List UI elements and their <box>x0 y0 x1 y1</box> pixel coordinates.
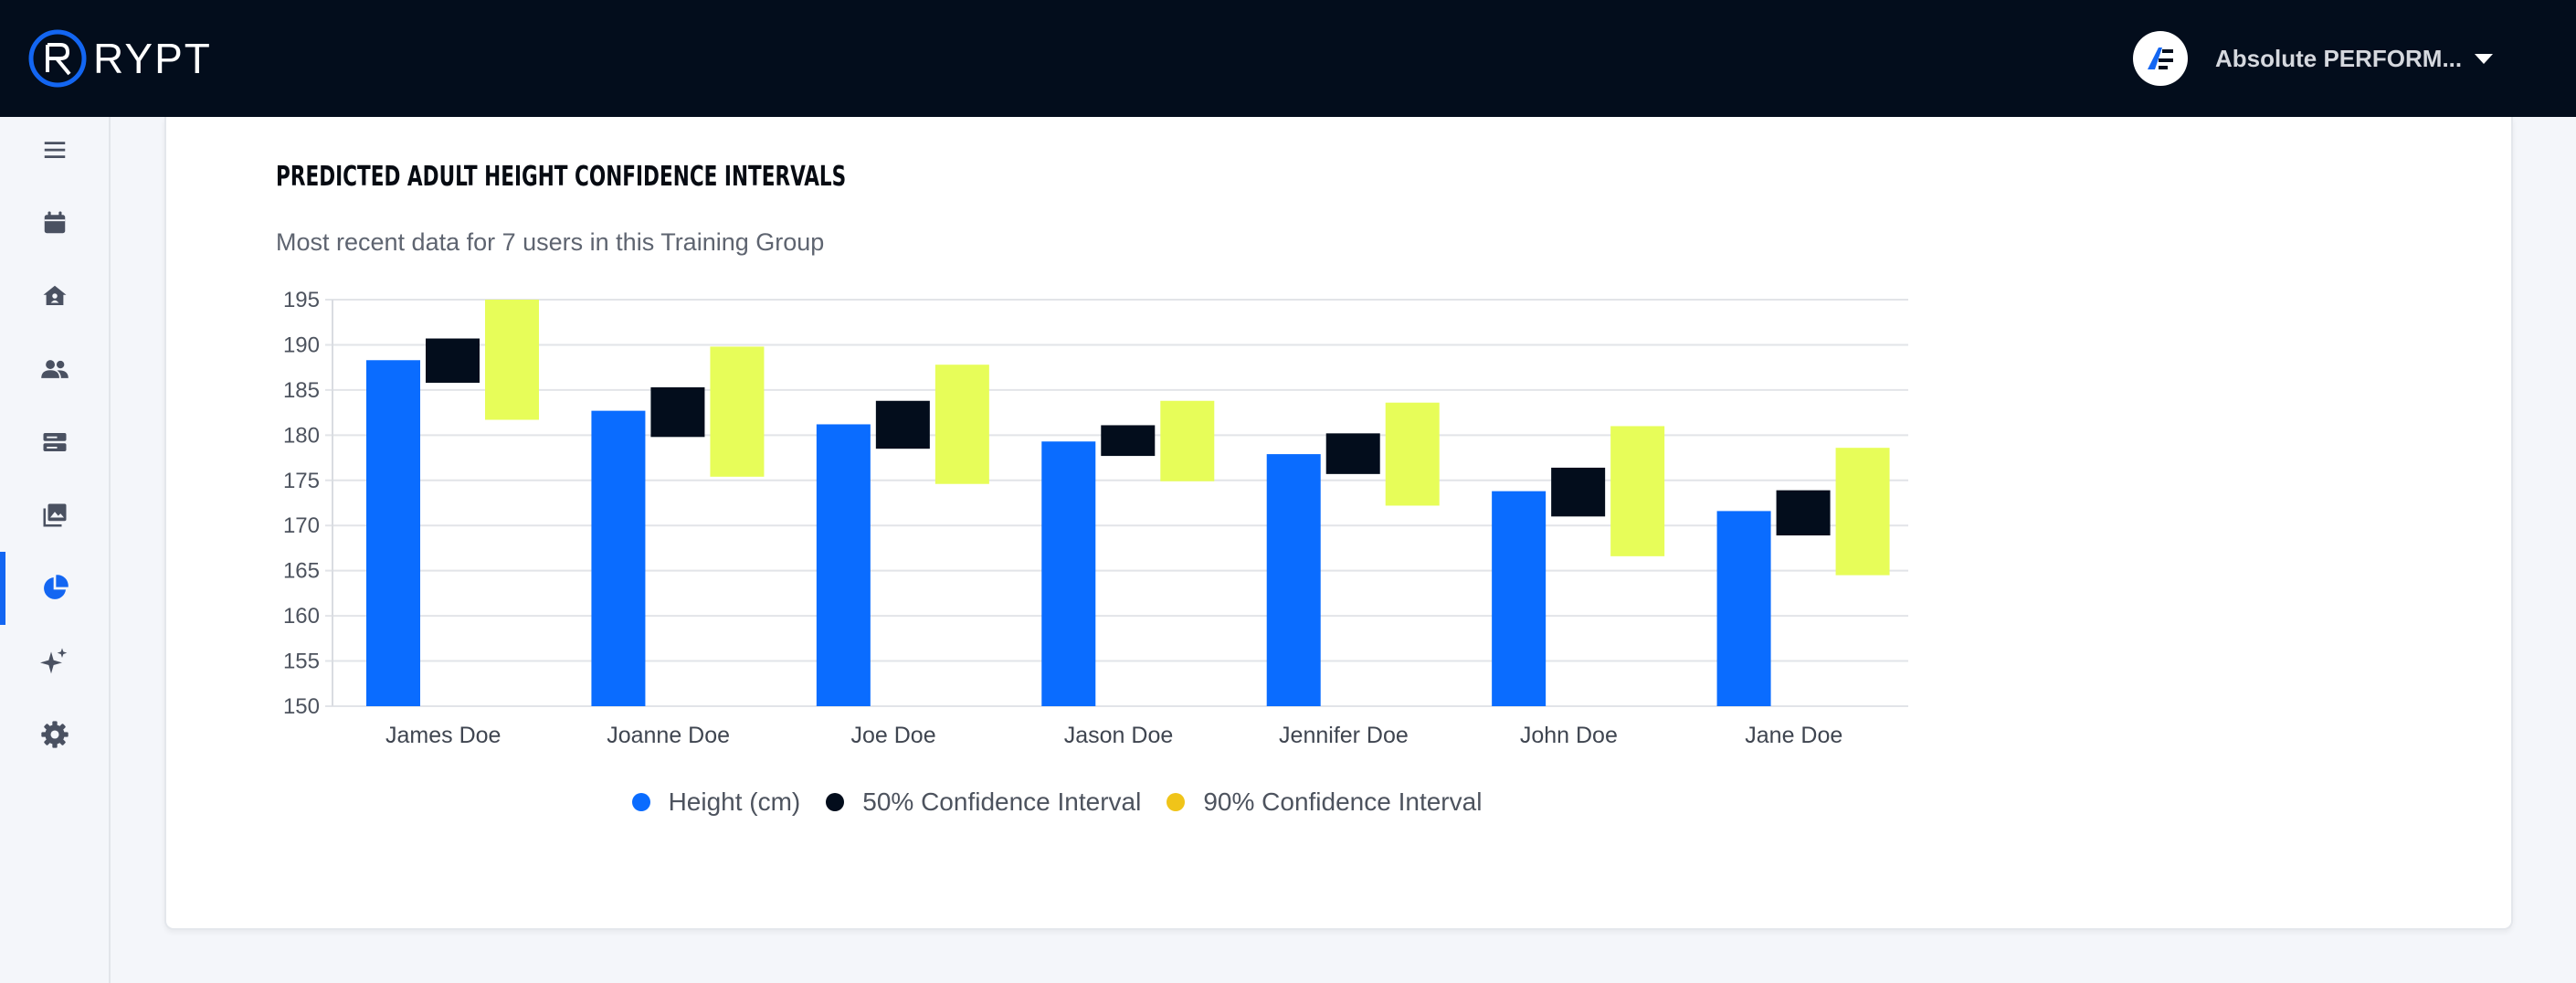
legend-marker-height <box>631 793 650 811</box>
chart-card: PREDICTED ADULT HEIGHT CONFIDENCE INTERV… <box>164 117 2513 930</box>
ci-50-bar <box>1325 433 1380 474</box>
app-logo[interactable]: RYPT <box>27 27 212 90</box>
x-tick-label: Jane Doe <box>1745 723 1842 748</box>
ci-50-bar <box>1776 490 1831 536</box>
legend-label-height: Height (cm) <box>668 787 801 816</box>
sidebar <box>0 117 111 983</box>
sidebar-item-media[interactable] <box>0 482 109 548</box>
sidebar-item-ai[interactable] <box>0 629 109 694</box>
sidebar-item-storage[interactable] <box>0 409 109 475</box>
x-tick-label: Jennifer Doe <box>1279 723 1409 748</box>
height-bar <box>1266 454 1321 706</box>
photo-library-icon <box>43 503 66 527</box>
chart-title: PREDICTED ADULT HEIGHT CONFIDENCE INTERV… <box>276 161 847 193</box>
x-tick-label: Joe Doe <box>851 723 936 748</box>
top-bar: RYPT Absolute PERFORM... <box>0 0 2576 117</box>
users-icon <box>40 360 69 378</box>
y-tick-label: 155 <box>283 650 320 674</box>
height-bar <box>1492 491 1547 706</box>
y-tick-label: 185 <box>283 378 320 403</box>
y-tick-label: 175 <box>283 469 320 493</box>
y-tick-label: 150 <box>283 694 320 719</box>
height-bar <box>591 410 646 706</box>
y-tick-label: 165 <box>283 559 320 584</box>
height-bar <box>1716 511 1771 706</box>
organization-logo-icon <box>2148 48 2173 69</box>
organization-name: Absolute PERFORM... <box>2215 44 2463 72</box>
ci-90-bar <box>934 365 989 484</box>
ci-50-bar <box>426 338 480 383</box>
ci-50-bar <box>1551 467 1606 517</box>
height-confidence-chart: 150 155 160 165 170 175 180 185 190 195 James Doe J… <box>283 288 1908 748</box>
ci-50-bar <box>650 386 705 438</box>
organization-avatar <box>2133 31 2188 86</box>
logo-text: RYPT <box>93 35 212 82</box>
sidebar-item-users[interactable] <box>0 336 109 402</box>
gear-icon <box>40 721 69 748</box>
y-tick-label: 170 <box>283 513 320 538</box>
ci-90-bar <box>1610 426 1665 556</box>
calendar-icon <box>44 211 65 234</box>
legend-item-ci-50[interactable]: 50% Confidence Interval <box>826 787 1141 817</box>
sidebar-item-calendar[interactable] <box>0 190 109 256</box>
legend-item-ci-90[interactable]: 90% Confidence Interval <box>1167 787 1482 817</box>
organization-switcher[interactable]: Absolute PERFORM... <box>2133 29 2494 88</box>
sparkles-icon <box>39 648 67 674</box>
legend-marker-ci-50 <box>826 793 845 811</box>
ci-90-bar <box>1385 402 1440 506</box>
legend-marker-ci-90 <box>1167 793 1186 811</box>
legend-label-ci-50: 50% Confidence Interval <box>862 787 1142 816</box>
chart-legend: Height (cm) 50% Confidence Interval 90% … <box>166 782 1948 822</box>
chevron-down-icon <box>2475 53 2494 64</box>
pie-chart-icon <box>43 575 69 599</box>
server-icon <box>43 433 66 451</box>
x-tick-label: Joanne Doe <box>607 723 730 748</box>
height-bar <box>366 360 420 706</box>
ci-90-bar <box>1835 448 1890 576</box>
legend-label-ci-90: 90% Confidence Interval <box>1203 787 1483 816</box>
ci-90-bar <box>1160 400 1215 481</box>
sidebar-item-home[interactable] <box>0 263 109 329</box>
logo-mark-icon <box>28 29 87 88</box>
y-tick-label: 180 <box>283 423 320 448</box>
ci-90-bar <box>710 346 765 477</box>
ci-50-bar <box>1101 425 1156 457</box>
height-bar <box>1041 441 1096 706</box>
y-tick-label: 190 <box>283 333 320 357</box>
sidebar-menu-toggle[interactable] <box>0 117 109 183</box>
ci-50-bar <box>875 400 930 449</box>
x-tick-label: James Doe <box>385 723 501 748</box>
sidebar-item-settings[interactable] <box>0 702 109 767</box>
home-icon <box>43 285 66 305</box>
menu-icon <box>44 142 65 158</box>
y-tick-label: 195 <box>283 288 320 312</box>
legend-item-height[interactable]: Height (cm) <box>631 787 801 817</box>
chart-subtitle: Most recent data for 7 users in this Tra… <box>276 228 825 256</box>
height-bar <box>816 424 871 706</box>
sidebar-item-analytics[interactable] <box>0 552 109 625</box>
x-tick-label: Jason Doe <box>1064 723 1174 748</box>
ci-90-bar <box>485 300 539 420</box>
y-tick-label: 160 <box>283 604 320 629</box>
x-tick-label: John Doe <box>1520 723 1618 748</box>
